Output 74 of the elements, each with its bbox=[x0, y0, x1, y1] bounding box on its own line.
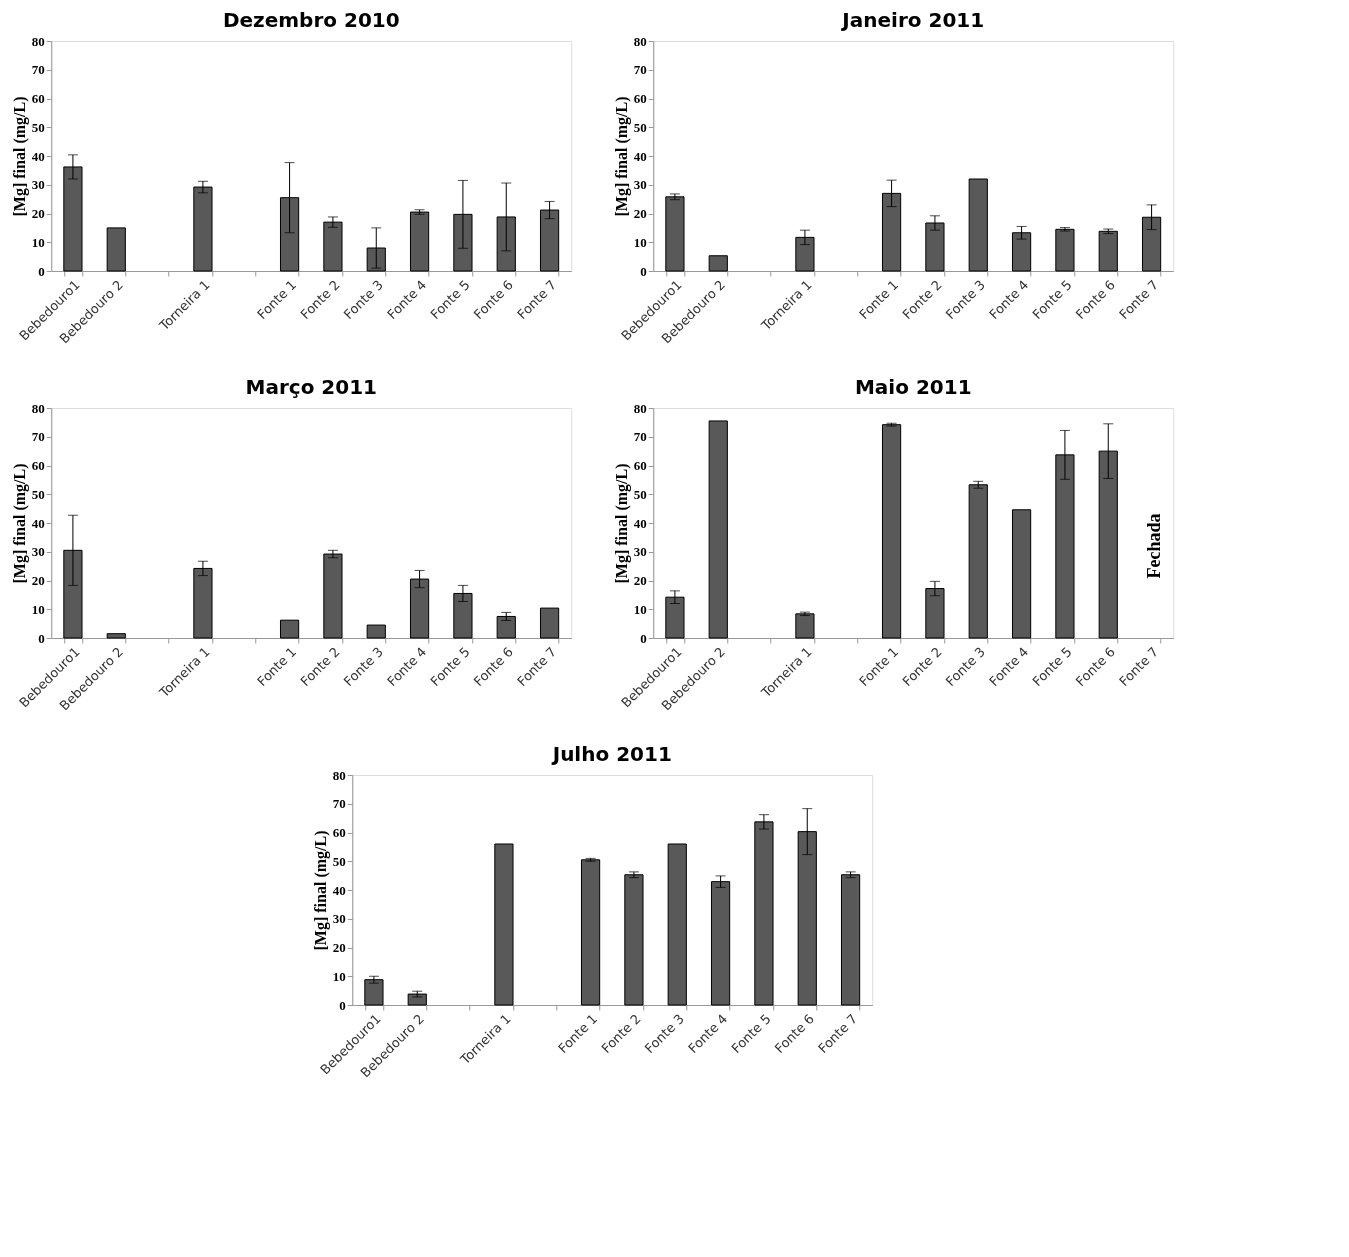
y-tick-label: 30 bbox=[332, 911, 346, 927]
bar bbox=[279, 619, 300, 639]
bar bbox=[708, 420, 728, 639]
y-tick-label: 60 bbox=[31, 91, 45, 106]
y-tick-label: 30 bbox=[633, 544, 647, 560]
bar bbox=[494, 843, 514, 1006]
y-tick-label: 40 bbox=[633, 148, 647, 164]
bar bbox=[1011, 509, 1032, 639]
y-tick-label: 20 bbox=[633, 206, 647, 221]
y-tick-label: 10 bbox=[633, 234, 647, 250]
y-axis-title: [Mg] final (mg/L) bbox=[10, 96, 29, 217]
y-axis-title: [Mg] final (mg/L) bbox=[612, 463, 631, 584]
y-tick-label: 80 bbox=[332, 767, 346, 783]
y-tick-label: 0 bbox=[640, 263, 647, 279]
bar bbox=[323, 221, 343, 272]
bar bbox=[106, 227, 126, 272]
y-tick-label: 70 bbox=[332, 796, 346, 812]
bar bbox=[667, 843, 687, 1006]
y-tick-label: 60 bbox=[31, 458, 45, 473]
bar bbox=[539, 607, 560, 639]
bar bbox=[409, 211, 430, 272]
bar bbox=[708, 255, 728, 272]
y-tick-label: 50 bbox=[633, 119, 647, 135]
bar bbox=[968, 178, 988, 272]
y-tick-label: 60 bbox=[332, 825, 346, 840]
y-tick-label: 60 bbox=[633, 458, 647, 473]
y-tick-label: 0 bbox=[339, 997, 346, 1013]
bar bbox=[366, 624, 386, 639]
y-axis-title: [Mg] final (mg/L) bbox=[612, 96, 631, 217]
y-tick-label: 40 bbox=[31, 515, 45, 531]
y-tick-label: 20 bbox=[31, 206, 45, 221]
y-tick-label: 40 bbox=[332, 882, 346, 898]
y-tick-label: 70 bbox=[633, 62, 647, 78]
y-tick-label: 40 bbox=[633, 515, 647, 531]
y-tick-label: 50 bbox=[31, 119, 45, 135]
y-tick-label: 30 bbox=[31, 177, 45, 193]
y-tick-label: 0 bbox=[640, 630, 647, 646]
y-tick-label: 80 bbox=[31, 400, 45, 416]
y-tick-label: 70 bbox=[31, 62, 45, 78]
bar bbox=[1098, 230, 1118, 272]
y-tick-label: 60 bbox=[633, 91, 647, 106]
y-tick-label: 10 bbox=[31, 234, 45, 250]
y-axis-title: [Mg] final (mg/L) bbox=[10, 463, 29, 584]
y-tick-label: 10 bbox=[332, 968, 346, 984]
y-tick-label: 40 bbox=[31, 148, 45, 164]
y-tick-label: 50 bbox=[31, 486, 45, 502]
y-tick-label: 70 bbox=[633, 429, 647, 445]
y-tick-label: 10 bbox=[31, 601, 45, 617]
y-tick-label: 50 bbox=[633, 486, 647, 502]
y-tick-label: 0 bbox=[38, 630, 45, 646]
y-tick-label: 80 bbox=[31, 33, 45, 49]
y-tick-label: 10 bbox=[633, 601, 647, 617]
y-tick-label: 30 bbox=[31, 544, 45, 560]
chart-title: Março 2011 bbox=[245, 375, 377, 399]
y-tick-label: 30 bbox=[633, 177, 647, 193]
y-tick-label: 20 bbox=[633, 573, 647, 588]
y-tick-label: 80 bbox=[633, 33, 647, 49]
chart-title: Janeiro 2011 bbox=[840, 8, 985, 32]
y-tick-label: 80 bbox=[633, 400, 647, 416]
y-axis-title: [Mg] final (mg/L) bbox=[311, 830, 330, 951]
y-tick-label: 50 bbox=[332, 853, 346, 869]
chart-title: Dezembro 2010 bbox=[222, 8, 400, 32]
bar bbox=[106, 633, 126, 639]
y-tick-label: 20 bbox=[31, 573, 45, 588]
bar bbox=[580, 859, 601, 1006]
chart-title: Maio 2011 bbox=[854, 375, 972, 399]
bar bbox=[1055, 228, 1075, 272]
bar bbox=[881, 424, 902, 639]
annotation: Fechada bbox=[1144, 513, 1165, 579]
y-tick-label: 20 bbox=[332, 940, 346, 955]
y-tick-label: 0 bbox=[38, 263, 45, 279]
bar bbox=[795, 613, 815, 639]
y-tick-label: 70 bbox=[31, 429, 45, 445]
chart-title: Julho 2011 bbox=[550, 742, 672, 766]
